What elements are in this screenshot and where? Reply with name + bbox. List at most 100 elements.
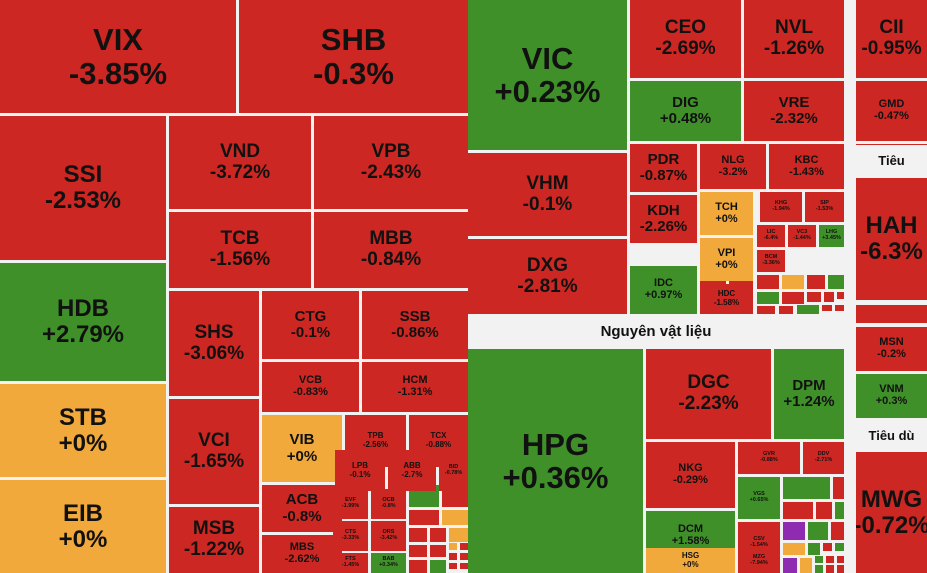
treemap-tile-micro[interactable] [757,292,779,304]
treemap-tile-micro[interactable] [449,543,457,550]
treemap-tile-vre[interactable]: VRE -2.32% [744,81,844,141]
treemap-tile-micro[interactable] [460,543,468,550]
treemap-tile-mbs[interactable]: MBS -2.62% [262,535,342,573]
treemap-tile-vc3[interactable]: VC3 -1.44% [788,225,816,247]
treemap-tile-dxg[interactable]: DXG -2.81% [468,239,627,314]
treemap-tile-msn[interactable]: MSN -0.2% [856,327,927,371]
treemap-tile-dpm[interactable]: DPM +1.24% [774,349,844,439]
treemap-tile-vix[interactable]: VIX -3.85% [0,0,236,113]
treemap-tile-micro[interactable] [837,565,844,573]
treemap-tile-dgc[interactable]: DGC -2.23% [646,349,771,439]
treemap-tile-hpg[interactable]: HPG +0.36% [468,349,643,573]
treemap-tile-dig[interactable]: DIG +0.48% [630,81,741,141]
treemap-tile-micro[interactable] [442,510,468,525]
treemap-tile-ssb[interactable]: SSB -0.86% [362,291,468,359]
treemap-tile-hcm[interactable]: HCM -1.31% [362,362,468,412]
treemap-tile-micro[interactable] [837,292,844,299]
treemap-tile-idc[interactable]: IDC +0.97% [630,266,697,314]
treemap-tile-micro[interactable] [797,305,819,314]
treemap-tile-kdh[interactable]: KDH -2.26% [630,195,697,243]
treemap-tile-micro[interactable] [835,502,844,519]
treemap-tile-lpb[interactable]: LPB -0.1% [335,450,385,491]
treemap-tile-vpi[interactable]: VPI +0% [700,238,753,281]
treemap-tile-mzg[interactable]: MZG -7.94% [738,548,780,573]
treemap-tile-shb[interactable]: SHB -0.3% [239,0,468,113]
treemap-tile-ceo[interactable]: CEO -2.69% [630,0,741,78]
treemap-tile-micro[interactable] [815,565,823,573]
treemap-tile-msb[interactable]: MSB -1.22% [169,507,259,573]
treemap-tile-abb[interactable]: ABB -2.7% [388,450,436,491]
treemap-tile-hdc[interactable]: HDC -1.58% [700,284,753,314]
treemap-tile-micro[interactable] [835,543,844,551]
treemap-tile-micro[interactable] [823,543,832,551]
treemap-tile-micro[interactable] [831,522,844,540]
treemap-tile-micro[interactable] [800,558,812,573]
treemap-tile-micro[interactable] [826,565,834,573]
treemap-tile-micro[interactable] [757,306,775,314]
treemap-tile-fts[interactable]: FTS -1.45% [333,553,368,573]
treemap-tile-micro[interactable] [409,510,439,525]
treemap-tile-hah[interactable]: HAH -6.3% [856,178,927,300]
treemap-tile-shs[interactable]: SHS -3.06% [169,291,259,396]
treemap-tile-micro[interactable] [807,292,821,302]
treemap-tile-vcb[interactable]: VCB -0.83% [262,362,359,412]
treemap-tile-cii[interactable]: CII -0.95% [856,0,927,78]
treemap-tile-micro[interactable] [779,306,793,314]
treemap-tile-micro[interactable] [757,275,779,289]
treemap-tile-hsg[interactable]: HSG +0% [646,548,735,573]
treemap-tile-tch[interactable]: TCH +0% [700,192,753,235]
treemap-tile-gvr[interactable]: GVR -0.88% [738,442,800,474]
treemap-tile-acb[interactable]: ACB -0.8% [262,485,342,532]
treemap-tile-micro[interactable] [430,528,446,542]
treemap-tile-vgs[interactable]: VGS +0.65% [738,477,780,519]
treemap-tile-micro[interactable] [856,305,927,323]
treemap-tile-mwg[interactable]: MWG -0.72% [856,452,927,573]
treemap-tile-micro[interactable] [835,305,844,311]
treemap-tile-micro[interactable] [808,522,828,540]
treemap-tile-micro[interactable] [822,305,832,311]
treemap-tile-micro[interactable] [409,545,427,557]
treemap-tile-micro[interactable] [828,275,844,289]
treemap-tile-micro[interactable] [449,563,457,569]
treemap-tile-micro[interactable] [783,558,797,573]
treemap-tile-micro[interactable] [783,477,830,499]
treemap-tile-micro[interactable] [837,556,844,563]
treemap-tile-micro[interactable] [430,545,446,557]
treemap-tile-ocb[interactable]: OCB -0.8% [371,489,406,519]
treemap-tile-tcb[interactable]: TCB -1.56% [169,212,311,288]
treemap-tile-micro[interactable] [815,556,823,563]
treemap-tile-lic[interactable]: LIC -6.4% [757,225,785,247]
treemap-tile-vhm[interactable]: VHM -0.1% [468,153,627,236]
treemap-tile-hdb[interactable]: HDB +2.79% [0,263,166,381]
treemap-tile-micro[interactable] [449,553,457,560]
treemap-tile-vnd[interactable]: VND -3.72% [169,116,311,209]
treemap-tile-micro[interactable] [783,502,813,519]
treemap-tile-cts[interactable]: CTS -3.33% [333,521,368,551]
treemap-tile-bid[interactable]: BID -0.78% [439,450,468,491]
treemap-tile-micro[interactable] [807,275,825,289]
treemap-tile-stb[interactable]: STB +0% [0,384,166,477]
treemap-tile-nlg[interactable]: NLG -3.2% [700,144,766,189]
treemap-tile-micro[interactable] [460,553,468,560]
treemap-tile-vib[interactable]: VIB +0% [262,415,342,482]
treemap-tile-vpb[interactable]: VPB -2.43% [314,116,468,209]
treemap-tile-ssi[interactable]: SSI -2.53% [0,116,166,260]
treemap-tile-khg[interactable]: KHG -1.94% [760,192,802,222]
treemap-tile-micro[interactable] [808,543,820,555]
treemap-tile-micro[interactable] [449,528,468,542]
treemap-tile-micro[interactable] [783,543,805,555]
treemap-tile-evf[interactable]: EVF -1.99% [333,489,368,519]
treemap-tile-micro[interactable] [816,502,832,519]
treemap-tile-ctg[interactable]: CTG -0.1% [262,291,359,359]
treemap-tile-gmd[interactable]: GMD -0.47% [856,81,927,141]
treemap-tile-micro[interactable] [826,556,834,563]
treemap-tile-micro[interactable] [460,563,468,569]
treemap-tile-vic[interactable]: VIC +0.23% [468,0,627,150]
treemap-tile-sip[interactable]: SIP -1.53% [805,192,844,222]
treemap-tile-kbc[interactable]: KBC -1.43% [769,144,844,189]
treemap-tile-micro[interactable] [409,528,427,542]
treemap-tile-vci[interactable]: VCI -1.65% [169,399,259,504]
treemap-tile-vnm[interactable]: VNM +0.3% [856,374,927,418]
treemap-tile-mbb[interactable]: MBB -0.84% [314,212,468,288]
treemap-tile-lhg[interactable]: LHG +3.45% [819,225,844,247]
